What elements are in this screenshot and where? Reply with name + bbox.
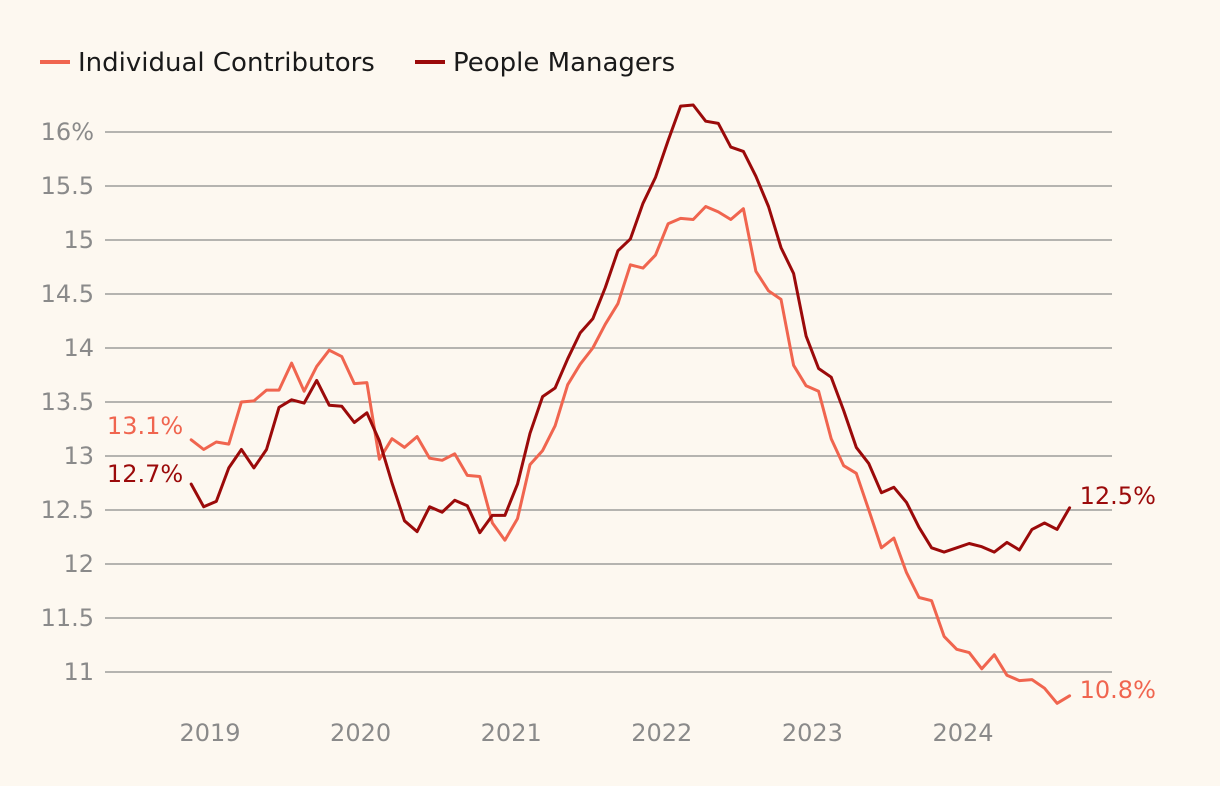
y-tick-label: 13 (63, 442, 94, 470)
y-tick-label: 14.5 (41, 280, 94, 308)
end-label-people-managers: 12.5% (1080, 482, 1156, 510)
y-tick-label: 11 (63, 658, 94, 686)
x-tick-label: 2022 (631, 719, 692, 747)
y-tick-label: 16% (41, 118, 94, 146)
x-tick-label: 2021 (481, 719, 542, 747)
x-tick-label: 2024 (932, 719, 993, 747)
y-tick-label: 11.5 (41, 604, 94, 632)
start-label-individual-contributors: 13.1% (107, 412, 183, 440)
y-tick-label: 12.5 (41, 496, 94, 524)
series-group (189, 103, 1072, 705)
y-axis: 16% 15.5 15 14.5 14 13.5 13 12.5 12 11.5 11 (41, 118, 94, 686)
x-tick-label: 2019 (179, 719, 240, 747)
y-tick-label: 15 (63, 226, 94, 254)
legend-label-people-managers: People Managers (453, 48, 675, 78)
y-tick-label: 14 (63, 334, 94, 362)
x-tick-label: 2020 (330, 719, 391, 747)
y-tick-label: 12 (63, 550, 94, 578)
series-line-individual-contributors (189, 205, 1072, 705)
end-label-individual-contributors: 10.8% (1080, 676, 1156, 704)
legend-label-individual-contributors: Individual Contributors (78, 48, 375, 78)
x-axis: 2019 2020 2021 2022 2023 2024 (179, 719, 993, 747)
grid (105, 131, 1112, 673)
legend: Individual Contributors People Managers (40, 48, 675, 78)
x-tick-label: 2023 (782, 719, 843, 747)
end-labels: 13.1% 12.7% 10.8% 12.5% (107, 412, 1156, 704)
y-tick-label: 13.5 (41, 388, 94, 416)
start-label-people-managers: 12.7% (107, 460, 183, 488)
series-line-people-managers (189, 103, 1072, 554)
y-tick-label: 15.5 (41, 172, 94, 200)
